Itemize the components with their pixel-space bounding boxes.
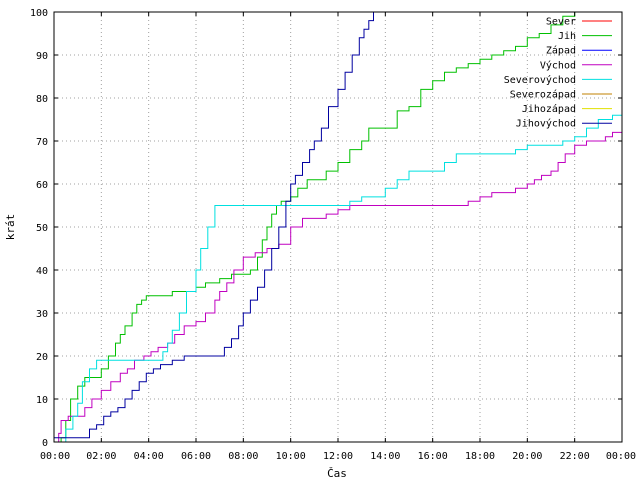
x-tick-label: 12:00 [323, 451, 353, 462]
legend-label-sever: Sever [546, 17, 576, 28]
x-tick-label: 14:00 [370, 451, 400, 462]
x-tick-label: 18:00 [465, 451, 495, 462]
legend-label-zapad: Západ [546, 45, 576, 57]
legend-label-jih: Jih [558, 31, 576, 42]
y-tick-label: 80 [36, 94, 48, 105]
x-tick-label: 08:00 [228, 451, 258, 462]
legend-label-jihovychod: Jihovýchod [516, 118, 576, 130]
y-tick-label: 20 [36, 352, 48, 363]
x-tick-label: 04:00 [134, 451, 164, 462]
y-tick-label: 70 [36, 137, 48, 148]
legend-label-jihozapad: Jihozápad [522, 103, 576, 115]
x-tick-label: 00:00 [606, 451, 636, 462]
y-tick-label: 40 [36, 266, 48, 277]
y-tick-label: 90 [36, 51, 48, 62]
legend-label-severovychod: Severovýchod [504, 74, 576, 86]
y-tick-label: 10 [36, 395, 48, 406]
legend-label-severozapad: Severozápad [510, 89, 576, 101]
x-tick-label: 22:00 [560, 451, 590, 462]
x-tick-label: 02:00 [86, 451, 116, 462]
x-tick-label: 00:00 [40, 451, 70, 462]
y-tick-label: 60 [36, 180, 48, 191]
x-axis-label: Čas [327, 467, 347, 480]
x-tick-label: 10:00 [276, 451, 306, 462]
y-axis-label: krát [4, 214, 17, 241]
x-tick-label: 06:00 [181, 451, 211, 462]
x-tick-label: 20:00 [512, 451, 542, 462]
y-tick-label: 100 [30, 8, 48, 19]
y-tick-label: 30 [36, 309, 48, 320]
legend-label-vychod: Východ [540, 59, 576, 71]
x-tick-label: 16:00 [418, 451, 448, 462]
y-tick-label: 0 [42, 438, 48, 449]
y-tick-label: 50 [36, 223, 48, 234]
